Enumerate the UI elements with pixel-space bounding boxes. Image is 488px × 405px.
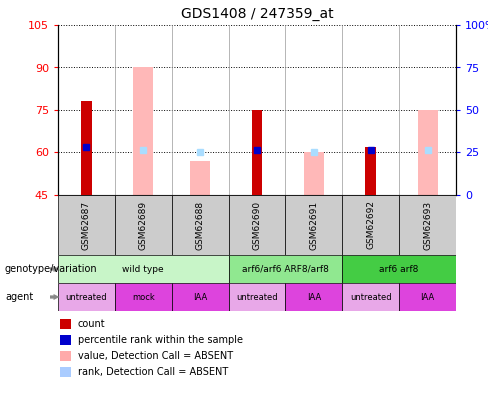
Bar <box>133 68 153 195</box>
Text: percentile rank within the sample: percentile rank within the sample <box>78 335 243 345</box>
Text: untreated: untreated <box>236 292 278 301</box>
Text: wild type: wild type <box>122 264 164 273</box>
Text: GSM62687: GSM62687 <box>82 200 91 249</box>
Text: genotype/variation: genotype/variation <box>5 264 98 274</box>
Text: IAA: IAA <box>421 292 435 301</box>
Text: GSM62690: GSM62690 <box>252 200 262 249</box>
Bar <box>115 283 172 311</box>
Text: untreated: untreated <box>350 292 391 301</box>
Bar <box>304 153 324 195</box>
Text: GSM62692: GSM62692 <box>366 200 375 249</box>
Text: IAA: IAA <box>193 292 207 301</box>
Text: rank, Detection Call = ABSENT: rank, Detection Call = ABSENT <box>78 367 228 377</box>
Text: count: count <box>78 319 105 329</box>
Bar <box>81 102 92 195</box>
Text: GSM62689: GSM62689 <box>139 200 148 249</box>
Text: IAA: IAA <box>307 292 321 301</box>
Bar <box>228 255 342 283</box>
Bar <box>172 283 228 311</box>
Bar <box>342 195 399 255</box>
Bar <box>285 195 342 255</box>
Bar <box>399 283 456 311</box>
Text: GSM62691: GSM62691 <box>309 200 318 249</box>
Bar <box>418 110 438 195</box>
Bar <box>58 283 115 311</box>
Bar <box>115 195 172 255</box>
Text: GSM62693: GSM62693 <box>423 200 432 249</box>
Bar <box>58 195 115 255</box>
Bar <box>285 283 342 311</box>
Text: agent: agent <box>5 292 33 302</box>
Bar <box>365 147 376 195</box>
Bar <box>399 195 456 255</box>
Bar <box>190 161 210 195</box>
Bar <box>251 110 263 195</box>
Text: untreated: untreated <box>65 292 107 301</box>
Text: value, Detection Call = ABSENT: value, Detection Call = ABSENT <box>78 351 233 361</box>
Text: GSM62688: GSM62688 <box>196 200 204 249</box>
Bar <box>342 283 399 311</box>
Text: arf6/arf6 ARF8/arf8: arf6/arf6 ARF8/arf8 <box>242 264 329 273</box>
Bar <box>58 255 228 283</box>
Bar <box>172 195 228 255</box>
Bar <box>228 283 285 311</box>
Text: arf6 arf8: arf6 arf8 <box>380 264 419 273</box>
Title: GDS1408 / 247359_at: GDS1408 / 247359_at <box>181 7 333 21</box>
Text: mock: mock <box>132 292 155 301</box>
Bar <box>228 195 285 255</box>
Bar <box>342 255 456 283</box>
